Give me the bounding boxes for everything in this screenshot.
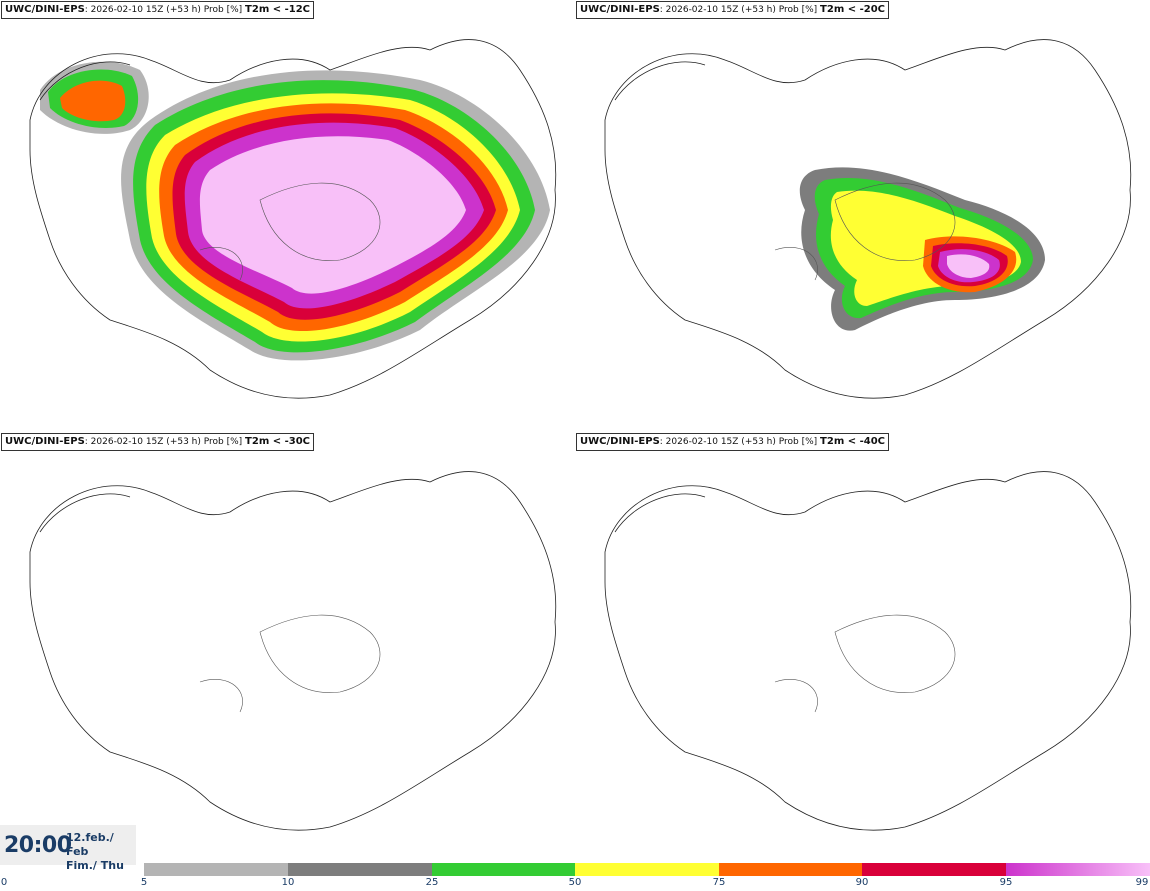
coastline [29,39,557,399]
legend-tick: 99 [1135,877,1149,888]
panel-title: UWC/DINI-EPS: 2026-02-10 15Z (+53 h) Pro… [1,433,314,451]
legend-tick: 25 [425,877,439,888]
legend-tick: 95 [999,877,1013,888]
probability-field [799,167,1045,331]
legend-bin-25-50 [432,863,575,876]
legend-bin-75-90 [719,863,862,876]
map-panel-t2m-minus-12: UWC/DINI-EPS: 2026-02-10 15Z (+53 h) Pro… [0,0,575,432]
valid-time-box: 20:00 12.feb./ Feb Fim./ Thu [0,825,136,872]
legend-tick: 50 [568,877,582,888]
valid-date-line1: 12.feb./ Feb [66,831,114,858]
coastline [29,471,557,831]
legend-tick: 0 [0,877,8,888]
iceland-map-20 [604,39,1132,399]
probability-field [40,61,550,361]
panel-title: UWC/DINI-EPS: 2026-02-10 15Z (+53 h) Pro… [1,1,314,19]
map-panel-t2m-minus-20: UWC/DINI-EPS: 2026-02-10 15Z (+53 h) Pro… [575,0,1150,432]
legend-bin-95-99 [1006,863,1150,876]
iceland-map-30 [29,471,557,831]
legend-tick: 90 [855,877,869,888]
legend-bin-10-25 [288,863,432,876]
legend-bin-5-10 [144,863,288,876]
valid-date-line2: Fim./ Thu [66,859,124,872]
map-panel-t2m-minus-40: UWC/DINI-EPS: 2026-02-10 15Z (+53 h) Pro… [575,432,1150,864]
panel-title: UWC/DINI-EPS: 2026-02-10 15Z (+53 h) Pro… [576,433,889,451]
legend-tick: 10 [281,877,295,888]
iceland-map-12 [29,39,557,399]
legend-tick: 5 [140,877,148,888]
coastline [604,39,1132,399]
legend-bin-90-95 [862,863,1006,876]
coastline [604,471,1132,831]
valid-date: 12.feb./ Feb Fim./ Thu [66,831,136,873]
panel-title: UWC/DINI-EPS: 2026-02-10 15Z (+53 h) Pro… [576,1,889,19]
legend-bin-50-75 [575,863,719,876]
map-panel-t2m-minus-30: UWC/DINI-EPS: 2026-02-10 15Z (+53 h) Pro… [0,432,575,864]
iceland-map-40 [604,471,1132,831]
valid-time: 20:00 [4,833,72,858]
legend-tick: 75 [712,877,726,888]
